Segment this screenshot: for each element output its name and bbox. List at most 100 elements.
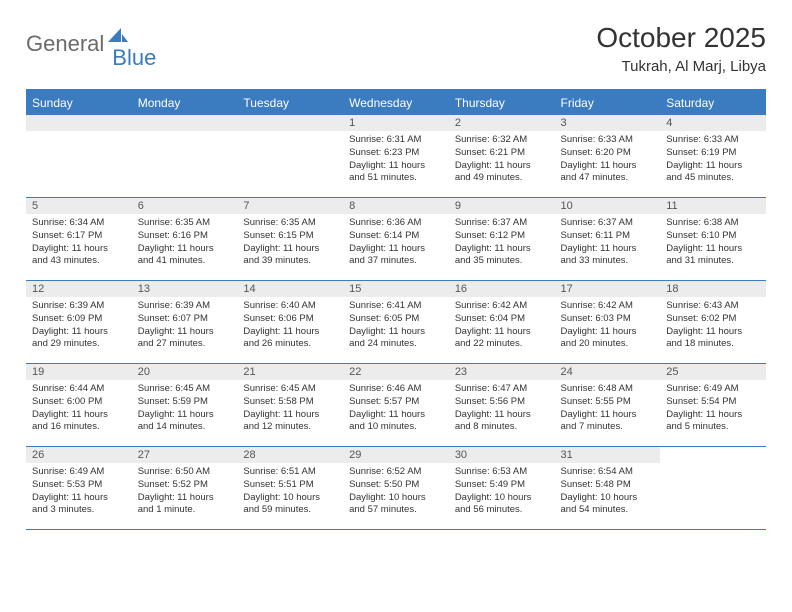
empty-daynum xyxy=(132,115,238,131)
calendar-body: 1Sunrise: 6:31 AMSunset: 6:23 PMDaylight… xyxy=(26,115,766,530)
day-cell: 21Sunrise: 6:45 AMSunset: 5:58 PMDayligh… xyxy=(237,364,343,447)
month-title: October 2025 xyxy=(596,22,766,54)
day-details: Sunrise: 6:35 AMSunset: 6:15 PMDaylight:… xyxy=(237,214,343,272)
day-number: 7 xyxy=(237,198,343,214)
day-cell: 28Sunrise: 6:51 AMSunset: 5:51 PMDayligh… xyxy=(237,447,343,530)
day-details: Sunrise: 6:49 AMSunset: 5:53 PMDaylight:… xyxy=(26,463,132,521)
day-cell: 16Sunrise: 6:42 AMSunset: 6:04 PMDayligh… xyxy=(449,281,555,364)
day-details: Sunrise: 6:49 AMSunset: 5:54 PMDaylight:… xyxy=(660,380,766,438)
day-number: 18 xyxy=(660,281,766,297)
day-cell: 29Sunrise: 6:52 AMSunset: 5:50 PMDayligh… xyxy=(343,447,449,530)
calendar-row: 19Sunrise: 6:44 AMSunset: 6:00 PMDayligh… xyxy=(26,364,766,447)
location: Tukrah, Al Marj, Libya xyxy=(596,58,766,75)
day-cell: 25Sunrise: 6:49 AMSunset: 5:54 PMDayligh… xyxy=(660,364,766,447)
day-number: 31 xyxy=(555,447,661,463)
day-details: Sunrise: 6:54 AMSunset: 5:48 PMDaylight:… xyxy=(555,463,661,521)
day-number: 22 xyxy=(343,364,449,380)
empty-cell xyxy=(26,115,132,198)
day-details: Sunrise: 6:41 AMSunset: 6:05 PMDaylight:… xyxy=(343,297,449,355)
calendar-row: 26Sunrise: 6:49 AMSunset: 5:53 PMDayligh… xyxy=(26,447,766,530)
day-number: 12 xyxy=(26,281,132,297)
calendar-header-row: SundayMondayTuesdayWednesdayThursdayFrid… xyxy=(26,90,766,115)
day-cell: 7Sunrise: 6:35 AMSunset: 6:15 PMDaylight… xyxy=(237,198,343,281)
logo-text-blue: Blue xyxy=(112,45,156,71)
day-details: Sunrise: 6:48 AMSunset: 5:55 PMDaylight:… xyxy=(555,380,661,438)
calendar-table: SundayMondayTuesdayWednesdayThursdayFrid… xyxy=(26,89,766,530)
day-details: Sunrise: 6:52 AMSunset: 5:50 PMDaylight:… xyxy=(343,463,449,521)
day-cell: 23Sunrise: 6:47 AMSunset: 5:56 PMDayligh… xyxy=(449,364,555,447)
day-cell: 12Sunrise: 6:39 AMSunset: 6:09 PMDayligh… xyxy=(26,281,132,364)
day-cell: 18Sunrise: 6:43 AMSunset: 6:02 PMDayligh… xyxy=(660,281,766,364)
day-number: 30 xyxy=(449,447,555,463)
day-details: Sunrise: 6:38 AMSunset: 6:10 PMDaylight:… xyxy=(660,214,766,272)
day-details: Sunrise: 6:42 AMSunset: 6:03 PMDaylight:… xyxy=(555,297,661,355)
day-number: 13 xyxy=(132,281,238,297)
day-cell: 10Sunrise: 6:37 AMSunset: 6:11 PMDayligh… xyxy=(555,198,661,281)
day-cell: 24Sunrise: 6:48 AMSunset: 5:55 PMDayligh… xyxy=(555,364,661,447)
day-details: Sunrise: 6:51 AMSunset: 5:51 PMDaylight:… xyxy=(237,463,343,521)
day-details: Sunrise: 6:39 AMSunset: 6:09 PMDaylight:… xyxy=(26,297,132,355)
day-number: 8 xyxy=(343,198,449,214)
day-details: Sunrise: 6:45 AMSunset: 5:59 PMDaylight:… xyxy=(132,380,238,438)
day-number: 9 xyxy=(449,198,555,214)
day-details: Sunrise: 6:50 AMSunset: 5:52 PMDaylight:… xyxy=(132,463,238,521)
title-block: October 2025 Tukrah, Al Marj, Libya xyxy=(596,22,766,75)
day-number: 15 xyxy=(343,281,449,297)
day-number: 5 xyxy=(26,198,132,214)
day-details: Sunrise: 6:37 AMSunset: 6:11 PMDaylight:… xyxy=(555,214,661,272)
day-number: 23 xyxy=(449,364,555,380)
empty-cell xyxy=(660,447,766,530)
empty-daynum xyxy=(237,115,343,131)
day-number: 29 xyxy=(343,447,449,463)
day-details: Sunrise: 6:36 AMSunset: 6:14 PMDaylight:… xyxy=(343,214,449,272)
day-number: 11 xyxy=(660,198,766,214)
day-number: 17 xyxy=(555,281,661,297)
empty-cell xyxy=(132,115,238,198)
day-details: Sunrise: 6:45 AMSunset: 5:58 PMDaylight:… xyxy=(237,380,343,438)
logo-text-general: General xyxy=(26,31,104,57)
day-cell: 11Sunrise: 6:38 AMSunset: 6:10 PMDayligh… xyxy=(660,198,766,281)
day-cell: 19Sunrise: 6:44 AMSunset: 6:00 PMDayligh… xyxy=(26,364,132,447)
day-number: 4 xyxy=(660,115,766,131)
day-number: 14 xyxy=(237,281,343,297)
day-details: Sunrise: 6:33 AMSunset: 6:20 PMDaylight:… xyxy=(555,131,661,189)
empty-cell xyxy=(237,115,343,198)
day-cell: 31Sunrise: 6:54 AMSunset: 5:48 PMDayligh… xyxy=(555,447,661,530)
day-number: 28 xyxy=(237,447,343,463)
day-details: Sunrise: 6:35 AMSunset: 6:16 PMDaylight:… xyxy=(132,214,238,272)
day-number: 26 xyxy=(26,447,132,463)
day-details: Sunrise: 6:46 AMSunset: 5:57 PMDaylight:… xyxy=(343,380,449,438)
calendar-page: General Blue October 2025 Tukrah, Al Mar… xyxy=(0,0,792,552)
day-number: 16 xyxy=(449,281,555,297)
day-number: 10 xyxy=(555,198,661,214)
day-number: 1 xyxy=(343,115,449,131)
weekday-header: Friday xyxy=(555,90,661,115)
day-details: Sunrise: 6:42 AMSunset: 6:04 PMDaylight:… xyxy=(449,297,555,355)
calendar-row: 1Sunrise: 6:31 AMSunset: 6:23 PMDaylight… xyxy=(26,115,766,198)
day-details: Sunrise: 6:34 AMSunset: 6:17 PMDaylight:… xyxy=(26,214,132,272)
weekday-header: Monday xyxy=(132,90,238,115)
day-details: Sunrise: 6:31 AMSunset: 6:23 PMDaylight:… xyxy=(343,131,449,189)
day-number: 21 xyxy=(237,364,343,380)
day-number: 6 xyxy=(132,198,238,214)
day-number: 24 xyxy=(555,364,661,380)
day-cell: 20Sunrise: 6:45 AMSunset: 5:59 PMDayligh… xyxy=(132,364,238,447)
logo: General Blue xyxy=(26,28,174,59)
day-details: Sunrise: 6:33 AMSunset: 6:19 PMDaylight:… xyxy=(660,131,766,189)
day-cell: 8Sunrise: 6:36 AMSunset: 6:14 PMDaylight… xyxy=(343,198,449,281)
day-cell: 13Sunrise: 6:39 AMSunset: 6:07 PMDayligh… xyxy=(132,281,238,364)
day-cell: 4Sunrise: 6:33 AMSunset: 6:19 PMDaylight… xyxy=(660,115,766,198)
day-details: Sunrise: 6:32 AMSunset: 6:21 PMDaylight:… xyxy=(449,131,555,189)
day-cell: 5Sunrise: 6:34 AMSunset: 6:17 PMDaylight… xyxy=(26,198,132,281)
day-cell: 15Sunrise: 6:41 AMSunset: 6:05 PMDayligh… xyxy=(343,281,449,364)
day-details: Sunrise: 6:44 AMSunset: 6:00 PMDaylight:… xyxy=(26,380,132,438)
day-details: Sunrise: 6:37 AMSunset: 6:12 PMDaylight:… xyxy=(449,214,555,272)
day-cell: 27Sunrise: 6:50 AMSunset: 5:52 PMDayligh… xyxy=(132,447,238,530)
day-cell: 3Sunrise: 6:33 AMSunset: 6:20 PMDaylight… xyxy=(555,115,661,198)
day-cell: 22Sunrise: 6:46 AMSunset: 5:57 PMDayligh… xyxy=(343,364,449,447)
weekday-header: Saturday xyxy=(660,90,766,115)
weekday-header: Tuesday xyxy=(237,90,343,115)
weekday-header: Thursday xyxy=(449,90,555,115)
day-number: 19 xyxy=(26,364,132,380)
calendar-row: 12Sunrise: 6:39 AMSunset: 6:09 PMDayligh… xyxy=(26,281,766,364)
